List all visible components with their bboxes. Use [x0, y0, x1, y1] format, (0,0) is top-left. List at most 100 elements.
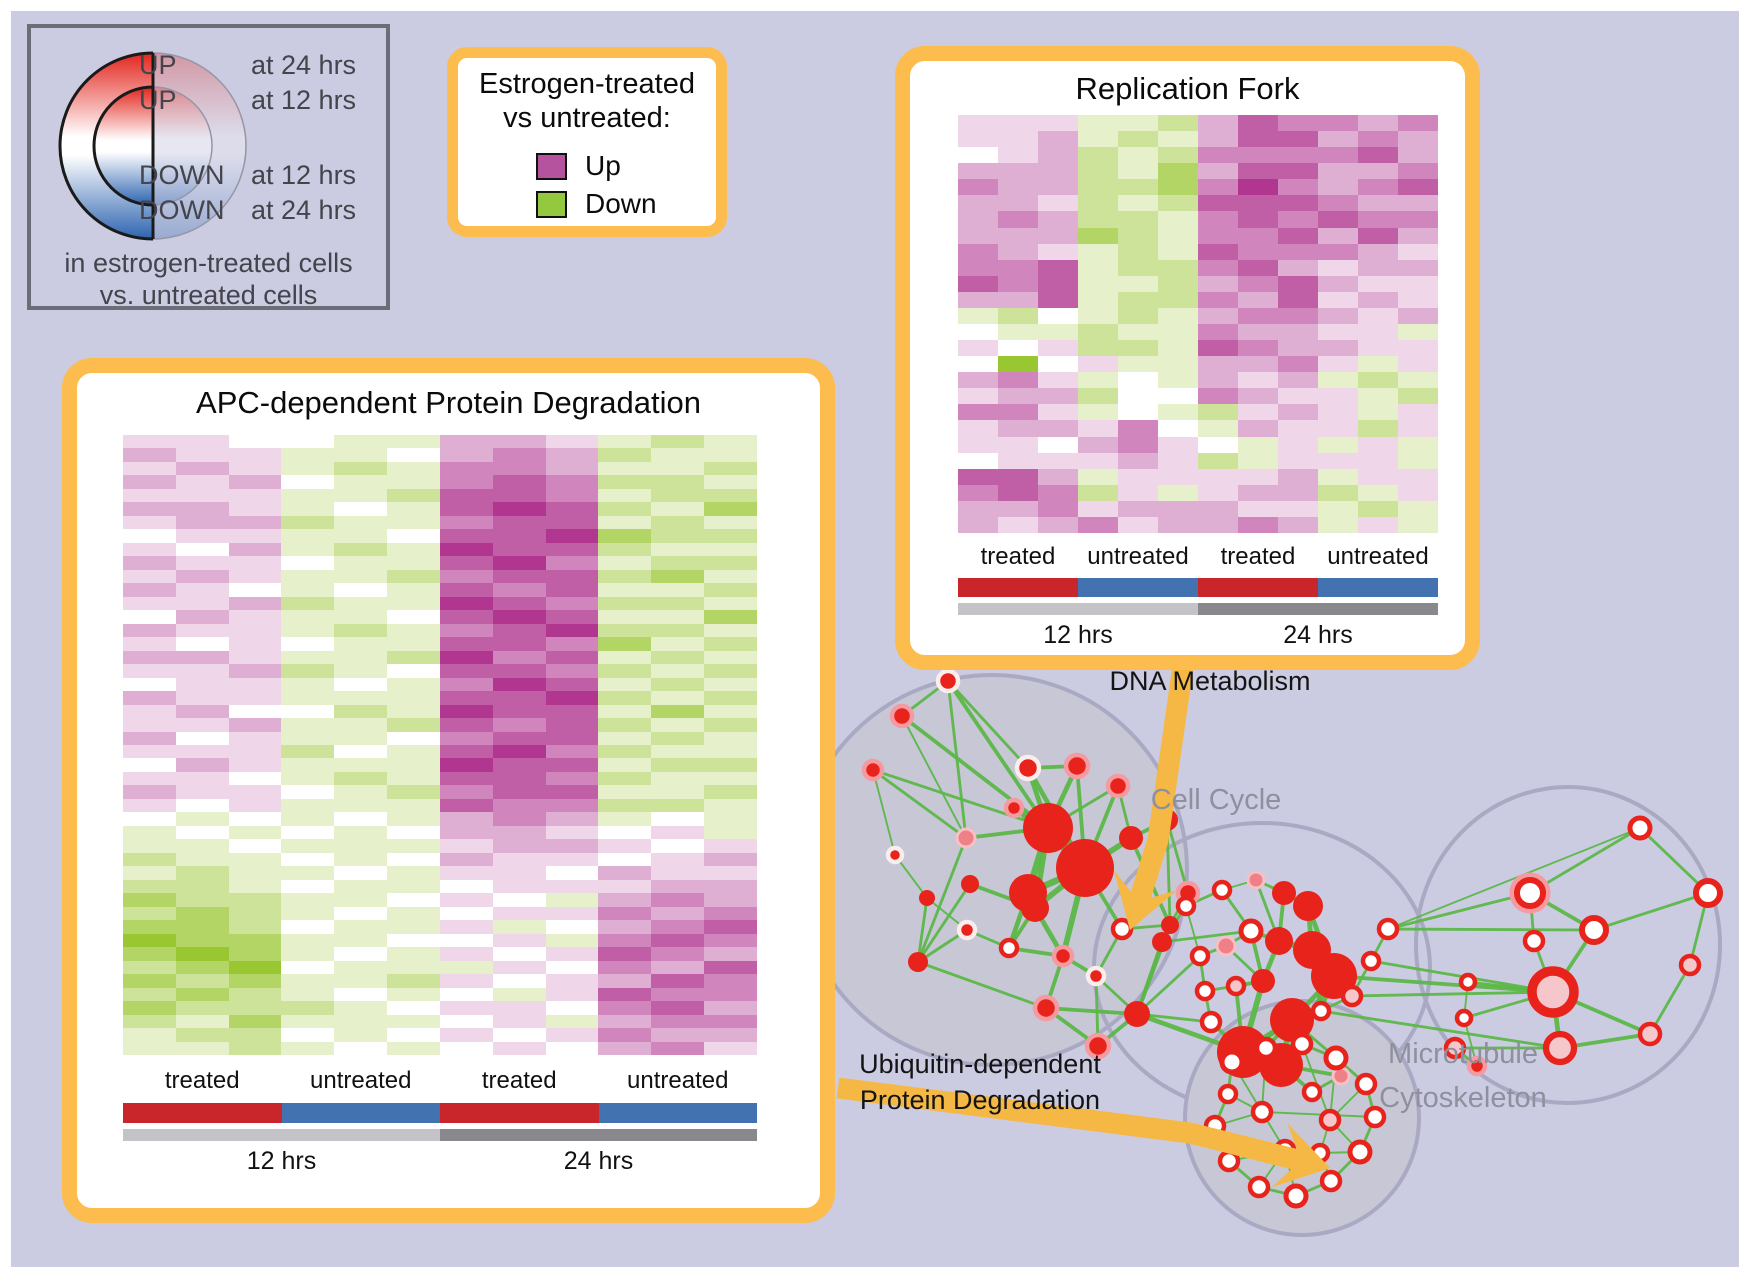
- heatmap-cell: [492, 664, 546, 678]
- heatmap-cell: [123, 893, 176, 907]
- heatmap-cell: [998, 211, 1038, 228]
- heatmap-cell: [439, 637, 493, 651]
- heatmap-cell: [123, 974, 176, 988]
- heatmap-cell: [1158, 259, 1198, 276]
- rf-12hrs-label: 12 hrs: [1043, 621, 1113, 649]
- heatmap-cell: [1358, 324, 1398, 341]
- heatmap-cell: [1038, 307, 1078, 324]
- heatmap-cell: [1278, 340, 1318, 357]
- network-edge: [871, 768, 968, 840]
- gene-node: [1509, 872, 1551, 914]
- heatmap-cell: [281, 933, 335, 948]
- heatmap-cell: [1198, 227, 1238, 244]
- heatmap-cell: [704, 731, 757, 745]
- heatmap-cell: [1238, 340, 1278, 357]
- heatmap-cell: [492, 731, 546, 745]
- heatmap-cell: [1278, 115, 1318, 132]
- heatmap-cell: [1118, 163, 1158, 180]
- heatmap-cell: [1158, 356, 1198, 373]
- heatmap-cell: [1078, 131, 1118, 148]
- heatmap-cell: [1318, 147, 1358, 164]
- heatmap-cell: [958, 388, 998, 405]
- network-edge: [916, 882, 972, 964]
- heatmap-cell: [439, 529, 493, 543]
- heatmap-cell: [1398, 468, 1438, 485]
- heatmap-cell: [545, 933, 599, 948]
- heatmap-cell: [1158, 484, 1198, 501]
- heatmap-cell: [123, 758, 176, 772]
- heatmap-cell: [123, 515, 176, 530]
- heatmap-cell: [1118, 420, 1158, 437]
- heatmap-cell: [1078, 195, 1118, 212]
- heatmap-cell: [492, 866, 546, 880]
- heatmap-cell: [1038, 516, 1078, 533]
- heatmap-cell: [334, 664, 388, 678]
- heatmap-cell: [1038, 243, 1078, 260]
- heatmap-cell: [334, 583, 388, 597]
- heatmap-cell: [651, 435, 705, 449]
- heatmap-cell: [228, 475, 282, 489]
- heatmap-cell: [334, 852, 388, 867]
- heatmap-cell: [492, 1001, 546, 1015]
- heatmap-cell: [545, 583, 599, 597]
- heatmap-cell: [1078, 356, 1118, 373]
- heatmap-cell: [1158, 163, 1198, 180]
- heatmap-cell: [1278, 147, 1318, 164]
- gene-node: [1310, 1000, 1332, 1022]
- heatmap-cell: [545, 623, 599, 638]
- heatmap-cell: [545, 893, 599, 907]
- heatmap-cell: [545, 852, 599, 867]
- gene-node: [1105, 773, 1131, 799]
- gene-node: [1161, 916, 1179, 934]
- heatmap-cell: [545, 637, 599, 651]
- network-edge: [1332, 974, 1555, 994]
- heatmap-cell: [651, 920, 705, 934]
- heatmap-cell: [958, 500, 998, 517]
- heatmap-cell: [998, 131, 1038, 148]
- heatmap-cell: [387, 677, 440, 692]
- heatmap-cell: [123, 933, 176, 948]
- heatmap-cell: [123, 785, 176, 799]
- up-label: Up: [585, 150, 621, 181]
- estrogen-color-legend-box: Estrogen-treated vs untreated: Up Down: [447, 47, 727, 237]
- heatmap-cell: [281, 785, 335, 799]
- heatmap-cell: [387, 798, 440, 813]
- gene-node: [1454, 1008, 1474, 1028]
- heatmap-cell: [1078, 420, 1118, 437]
- heatmap-cell: [492, 933, 546, 948]
- heatmap-cell: [1318, 131, 1358, 148]
- heatmap-cell: [651, 771, 705, 786]
- heatmap-cell: [598, 448, 652, 462]
- heatmap-cell: [1118, 115, 1158, 132]
- heatmap-cell: [1078, 388, 1118, 405]
- heatmap-cell: [387, 461, 440, 476]
- gene-node: [1063, 752, 1091, 780]
- heatmap-cell: [492, 488, 546, 503]
- heatmap-cell: [334, 529, 388, 543]
- heatmap-cell: [281, 556, 335, 570]
- heatmap-cell: [1198, 452, 1238, 469]
- heatmap-cell: [651, 839, 705, 853]
- heatmap-cell: [704, 839, 757, 853]
- heatmap-cell: [998, 516, 1038, 533]
- heatmap-cell: [1278, 243, 1318, 260]
- heatmap-cell: [175, 691, 229, 705]
- heatmap-cell: [1238, 259, 1278, 276]
- heatmap-cell: [1318, 307, 1358, 324]
- heatmap-cell: [1158, 195, 1198, 212]
- heatmap-cell: [492, 879, 546, 894]
- gene-node: [885, 845, 905, 865]
- heatmap-cell: [492, 556, 546, 570]
- heatmap-cell: [228, 704, 282, 719]
- heatmap-cell: [123, 664, 176, 678]
- legend-dir-label: DOWN: [139, 195, 225, 225]
- heatmap-cell: [281, 718, 335, 732]
- heatmap-cell: [492, 1014, 546, 1029]
- heatmap-cell: [123, 1001, 176, 1015]
- heatmap-cell: [545, 664, 599, 678]
- heatmap-cell: [123, 879, 176, 894]
- apc-time-labels: 12 hrs 24 hrs: [123, 1147, 757, 1176]
- heatmap-cell: [175, 825, 229, 840]
- heatmap-cell: [1198, 307, 1238, 324]
- heatmap-cell: [439, 947, 493, 961]
